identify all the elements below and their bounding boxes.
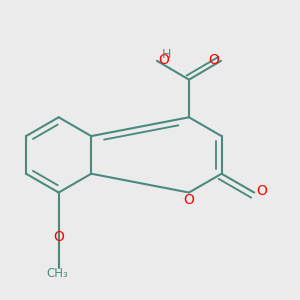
Text: O: O [53,230,64,244]
Text: H: H [162,49,172,62]
Text: O: O [208,53,219,67]
Text: O: O [184,193,194,207]
Text: O: O [158,53,169,67]
Text: CH₃: CH₃ [46,267,68,280]
Text: O: O [256,184,267,198]
